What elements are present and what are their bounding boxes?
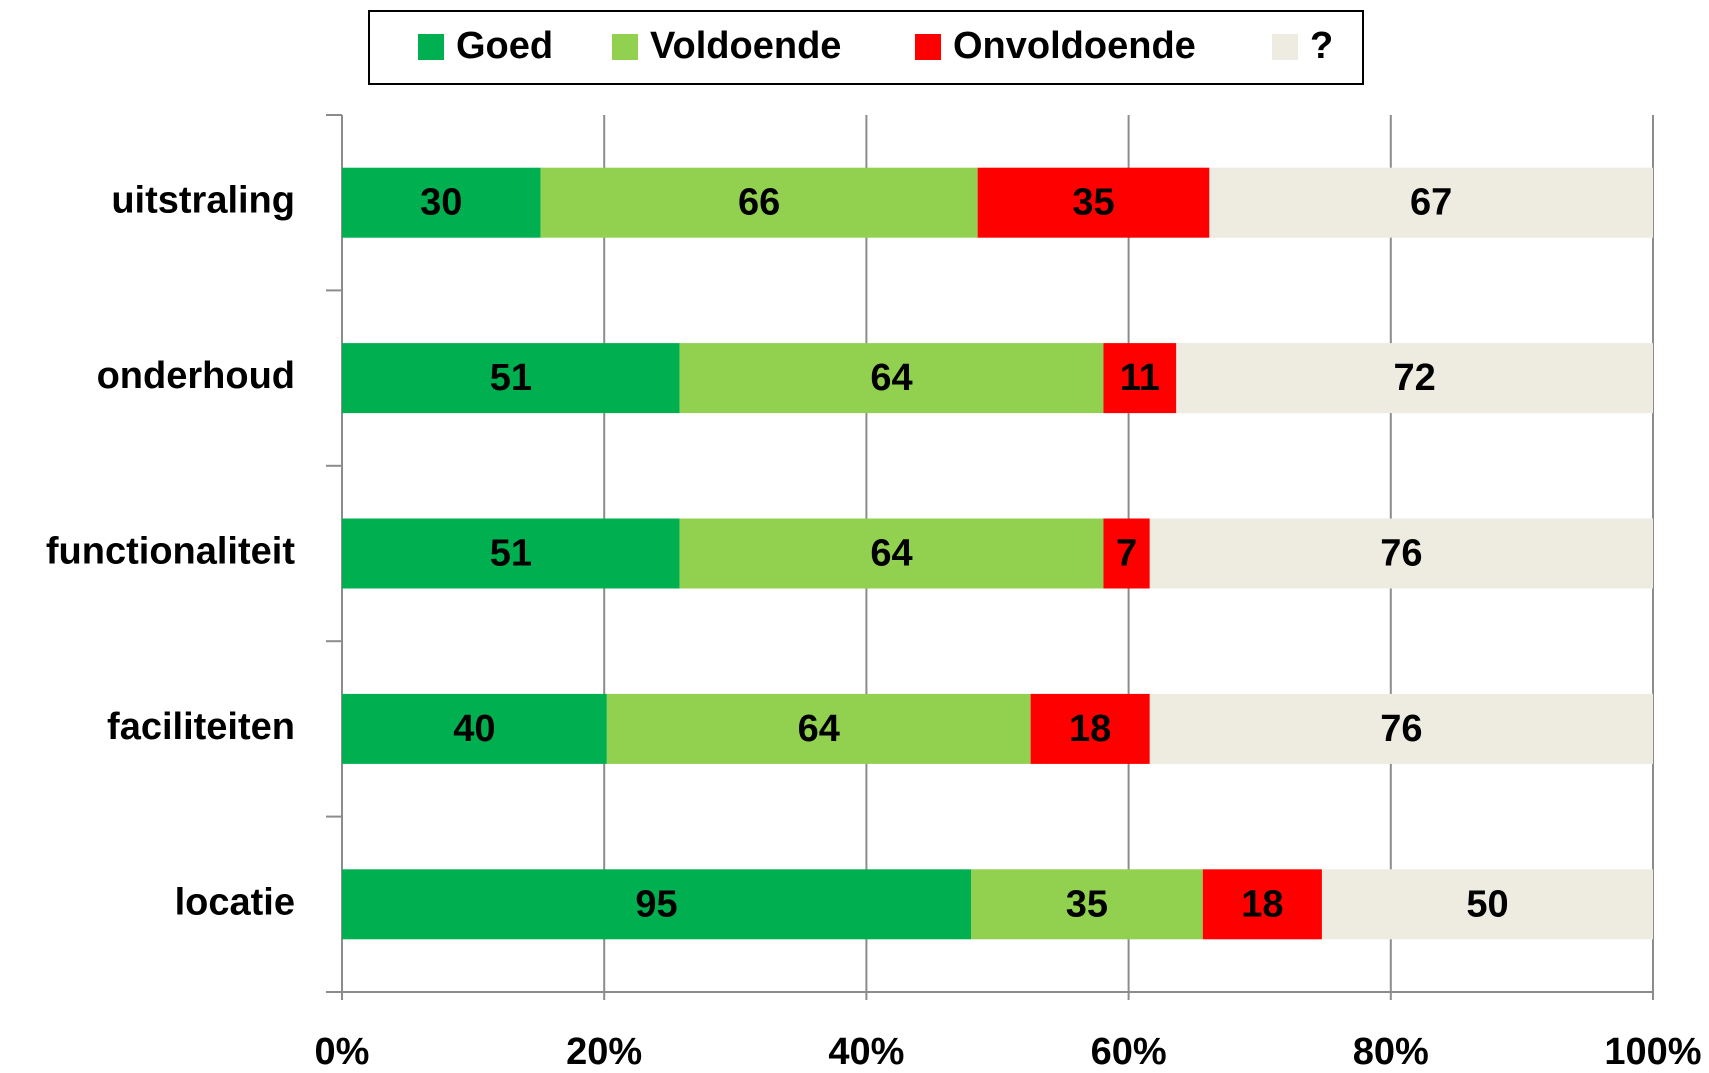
legend-label: Onvoldoende — [953, 25, 1196, 67]
bar-segment — [342, 167, 541, 238]
x-tick-label: 40% — [828, 1031, 904, 1073]
y-tick-label: uitstraling — [111, 180, 295, 222]
legend-swatch — [1272, 34, 1298, 60]
data-label: 18 — [1069, 708, 1111, 750]
legend-swatch — [915, 34, 941, 60]
bar-segment — [679, 343, 1104, 414]
bar-segment — [342, 869, 972, 940]
data-label: 50 — [1466, 883, 1508, 925]
data-label: 66 — [738, 182, 780, 224]
bar-segment — [342, 518, 680, 589]
legend-label: ? — [1310, 25, 1333, 67]
legend-label: Goed — [456, 25, 553, 67]
bar-segment — [1321, 869, 1653, 940]
data-label: 76 — [1380, 708, 1422, 750]
y-tick-label: onderhoud — [97, 355, 295, 397]
x-tick-label: 60% — [1091, 1031, 1167, 1073]
x-tick-label: 20% — [566, 1031, 642, 1073]
x-tick-label: 100% — [1604, 1031, 1701, 1073]
bar-segment — [1103, 518, 1150, 589]
data-label: 40 — [453, 708, 495, 750]
data-label: 51 — [490, 533, 532, 575]
data-label: 64 — [798, 708, 840, 750]
bar-segment — [1209, 167, 1653, 238]
legend-box — [368, 10, 1364, 85]
y-tick-label: locatie — [175, 881, 295, 923]
bar-segment — [342, 693, 607, 764]
data-label: 76 — [1380, 533, 1422, 575]
y-tick-label: functionaliteit — [46, 531, 295, 573]
data-label: 64 — [870, 357, 912, 399]
data-label: 72 — [1393, 357, 1435, 399]
bar-segment — [1202, 869, 1322, 940]
x-tick-label: 0% — [315, 1031, 370, 1073]
y-tick-label: faciliteiten — [107, 706, 295, 748]
x-tick-label: 80% — [1353, 1031, 1429, 1073]
bar-segment — [977, 167, 1210, 238]
data-label: 35 — [1066, 883, 1108, 925]
data-label: 64 — [870, 533, 912, 575]
bar-segment — [1149, 693, 1653, 764]
bar-segment — [540, 167, 978, 238]
data-label: 11 — [1120, 357, 1160, 399]
bar-segment — [1103, 343, 1177, 414]
bar-segment — [1149, 518, 1653, 589]
data-label: 35 — [1072, 182, 1114, 224]
bar-segment — [971, 869, 1203, 940]
data-label: 7 — [1116, 533, 1137, 575]
data-label: 67 — [1410, 182, 1452, 224]
legend-swatch — [612, 34, 638, 60]
data-label: 30 — [420, 182, 462, 224]
bar-segment — [1176, 343, 1653, 414]
data-label: 95 — [635, 883, 677, 925]
legend-label: Voldoende — [650, 25, 841, 67]
legend-swatch — [418, 34, 444, 60]
data-label: 51 — [490, 357, 532, 399]
data-label: 18 — [1241, 883, 1283, 925]
bar-segment — [606, 693, 1031, 764]
bar-segment — [342, 343, 680, 414]
bar-segment — [679, 518, 1104, 589]
bar-segment — [1030, 693, 1150, 764]
